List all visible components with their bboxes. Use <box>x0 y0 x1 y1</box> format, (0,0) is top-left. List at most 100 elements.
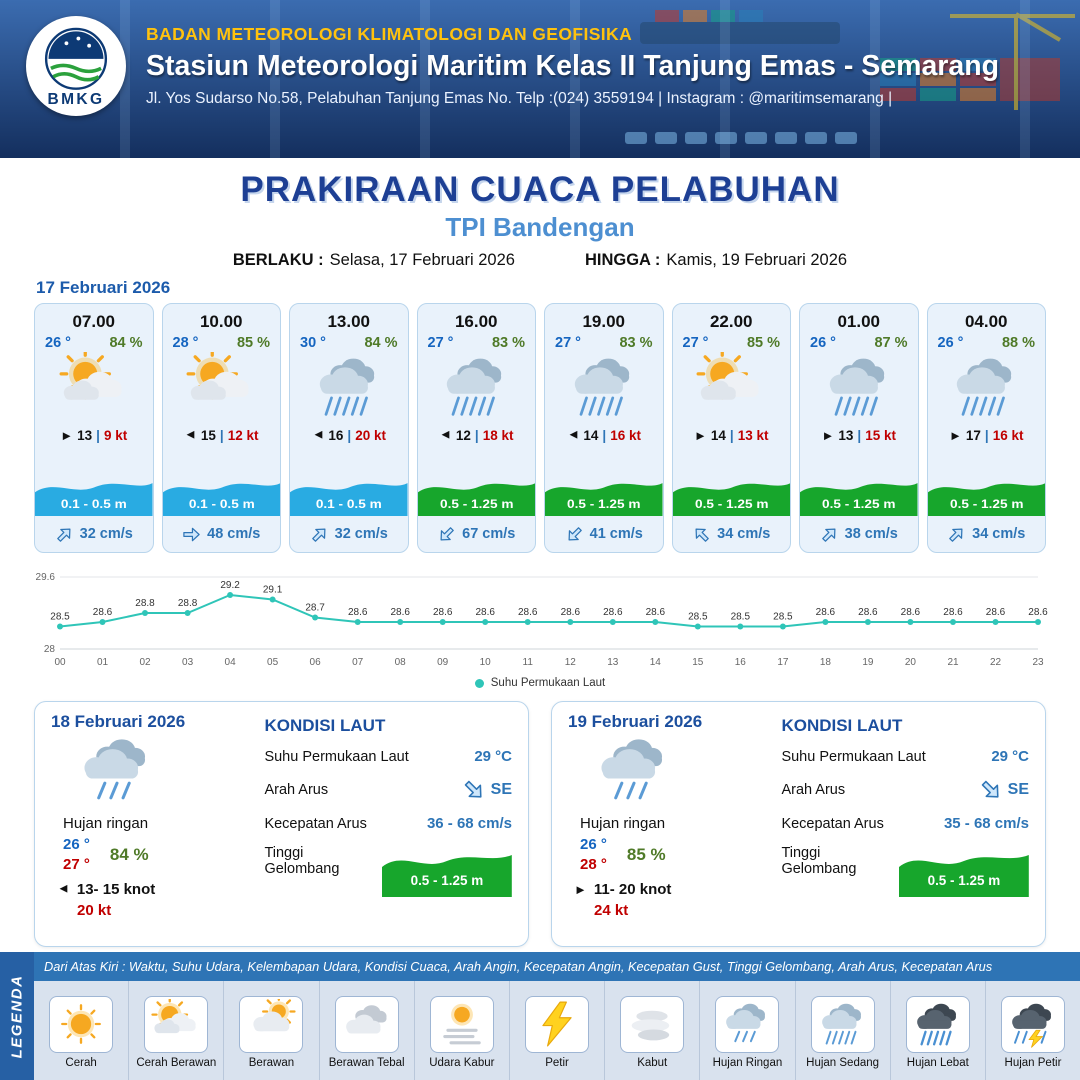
daily-card-19feb: 19 Februari 2026 Hujan ringan 26 ° 28 ° … <box>551 701 1046 947</box>
forecast-time: 10.00 <box>199 312 243 331</box>
svg-text:15: 15 <box>692 657 704 668</box>
gust-speed: 12 kt <box>227 427 259 443</box>
current-direction-icon <box>182 525 201 544</box>
temp-min: 26 ° <box>63 836 90 853</box>
svg-text:16: 16 <box>735 657 747 668</box>
svg-text:19: 19 <box>862 657 874 668</box>
current-info: 38 cm/s <box>800 516 918 552</box>
legend-item-label: Petir <box>545 1056 569 1069</box>
wind-info: ► 11- 20 knot <box>574 881 671 898</box>
wind-info: ► 13 | 9 kt <box>35 423 153 447</box>
wave-height-band: 0.5 - 1.25 m <box>672 483 790 516</box>
legend-title: LEGENDA <box>8 974 26 1058</box>
legend-item-label: Cerah Berawan <box>136 1056 217 1069</box>
legend-item: Cerah <box>34 981 130 1080</box>
wind-direction-icon: ► <box>949 427 962 443</box>
page-title: PRAKIRAAN CUACA PELABUHAN <box>240 170 840 209</box>
humidity: 83 % <box>619 335 653 351</box>
hourly-date: 17 Februari 2026 <box>36 278 171 297</box>
weather-icon-hujan-sedang <box>545 351 663 423</box>
forecast-time: 16.00 <box>454 312 498 331</box>
svg-text:28.5: 28.5 <box>688 612 708 623</box>
legend-dot-icon <box>474 678 484 688</box>
svg-text:06: 06 <box>310 657 322 668</box>
air-temperature: 27 ° <box>555 335 581 351</box>
wind-direction-icon: ► <box>311 427 325 443</box>
separator: | <box>602 427 607 443</box>
svg-text:0.5 - 1.25 m: 0.5 - 1.25 m <box>695 497 768 511</box>
hingga: HINGGA : Kamis, 19 Februari 2026 <box>585 251 847 270</box>
kecepatan-value: 35 - 68 cm/s <box>943 815 1029 832</box>
legend-item-label: Hujan Petir <box>1004 1056 1062 1069</box>
gust-speed: 20 kt <box>355 427 386 443</box>
humidity: 84 % <box>364 335 398 351</box>
daily-weather: 19 Februari 2026 Hujan ringan 26 ° 28 ° … <box>568 712 775 936</box>
svg-text:23: 23 <box>1032 657 1044 668</box>
svg-text:28.6: 28.6 <box>901 607 921 618</box>
weather-icon-hujan-sedang <box>290 351 408 423</box>
svg-text:13: 13 <box>607 657 619 668</box>
forecast-time: 07.00 <box>72 312 116 331</box>
svg-text:08: 08 <box>395 657 407 668</box>
wind-info: ► 14 | 16 kt <box>545 423 663 447</box>
temp-humidity-row: 30 ° 84 % <box>290 332 408 351</box>
hourly-forecast-card: 13.00 30 ° 84 % ► 16 | 20 kt 0.1 - 0.5 m 32 cm/s <box>289 303 409 553</box>
svg-text:28: 28 <box>44 644 56 655</box>
svg-text:05: 05 <box>267 657 279 668</box>
current-speed-row: Kecepatan Arus 35 - 68 cm/s <box>781 815 1029 832</box>
wave-height-band: 0.5 - 1.25 m <box>927 483 1045 516</box>
current-speed: 32 cm/s <box>334 526 388 542</box>
svg-text:0.1 - 0.5 m: 0.1 - 0.5 m <box>316 497 382 511</box>
svg-text:0.5 - 1.25 m: 0.5 - 1.25 m <box>440 497 513 511</box>
forecast-time: 19.00 <box>582 312 626 331</box>
udara-kabur-icon <box>429 995 494 1053</box>
sst-line-chart: 28 29.6 28.5 00 28.6 01 28.8 02 28.8 03 29.2 04 29.1… <box>36 572 1049 668</box>
sea-conditions: KONDISI LAUT Suhu Permukaan Laut 29 °C A… <box>258 712 512 936</box>
gust-speed: 9 kt <box>103 427 128 443</box>
arah-text: SE <box>1007 781 1029 798</box>
chart-legend: Suhu Permukaan Laut <box>30 677 1050 689</box>
current-direction-icon <box>943 521 970 548</box>
hujan-sedang-icon <box>810 995 875 1053</box>
svg-text:28.6: 28.6 <box>986 607 1006 618</box>
legend-item: Berawan <box>224 981 320 1080</box>
legend-title-strip: LEGENDA <box>0 952 34 1080</box>
temp-humidity-row: 26 ° 88 % <box>928 332 1046 351</box>
legend-item-label: Berawan Tebal <box>328 1056 405 1069</box>
wind-speed: 14 <box>710 427 726 443</box>
svg-text:04: 04 <box>225 657 237 668</box>
current-speed: 34 cm/s <box>717 526 771 542</box>
sea-title: KONDISI LAUT <box>264 716 386 735</box>
wind-info: ► 15 | 12 kt <box>163 423 281 447</box>
daily-card-18feb: 18 Februari 2026 Hujan ringan 26 ° 27 ° … <box>34 701 529 947</box>
weather-icon-cerah-berawan <box>673 351 791 423</box>
wave-height-row: Tinggi Gelombang 0.5 - 1.25 m <box>781 845 1029 897</box>
cerah-berawan-icon <box>144 995 209 1053</box>
svg-text:03: 03 <box>182 657 194 668</box>
weather-icon <box>568 732 686 815</box>
svg-text:0.1 - 0.5 m: 0.1 - 0.5 m <box>188 497 254 511</box>
wind-speed: 16 <box>328 427 344 443</box>
hourly-forecast-card: 22.00 27 ° 85 % ► 14 | 13 kt 0.5 - 1.25 m 34 cm/… <box>671 303 791 553</box>
legend-item: Hujan Petir <box>986 981 1080 1080</box>
hourly-forecast-card: 04.00 26 ° 88 % ► 17 | 16 kt 0.5 - 1.25 m 34 cm/… <box>926 303 1046 553</box>
hujan-ringan-icon <box>715 995 780 1053</box>
hujan-lebat-icon <box>905 995 970 1053</box>
current-speed: 32 cm/s <box>79 526 133 542</box>
forecast-time: 22.00 <box>709 312 753 331</box>
sst-row: Suhu Permukaan Laut 29 °C <box>781 748 1029 765</box>
current-direction-icon <box>306 521 333 548</box>
svg-text:09: 09 <box>437 657 449 668</box>
legend-item-label: Cerah <box>65 1056 97 1069</box>
wind-direction-icon: ► <box>184 427 197 443</box>
legend-item: Petir <box>510 981 606 1080</box>
wave-height-band: 0.1 - 0.5 m <box>162 483 280 516</box>
weather-icon-hujan-sedang <box>800 351 918 423</box>
svg-text:02: 02 <box>139 657 151 668</box>
hourly-forecast-card: 01.00 26 ° 87 % ► 13 | 15 kt 0.5 - 1.25 m 38 cm/… <box>799 303 919 553</box>
svg-text:0.5 - 1.25 m: 0.5 - 1.25 m <box>822 497 895 511</box>
svg-text:0.5 - 1.25 m: 0.5 - 1.25 m <box>567 497 640 511</box>
berawan-tebal-icon <box>334 995 399 1053</box>
station-address: Jl. Yos Sudarso No.58, Pelabuhan Tanjung… <box>146 90 893 107</box>
